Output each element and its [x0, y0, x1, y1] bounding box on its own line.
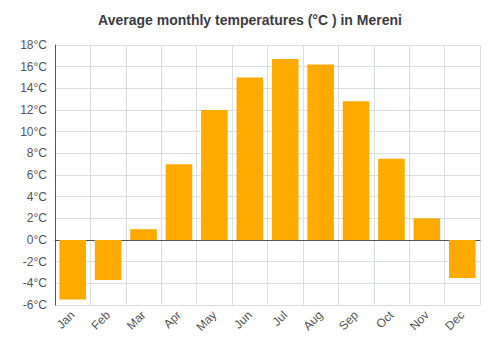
svg-text:Feb: Feb	[89, 308, 114, 333]
svg-text:-4°C: -4°C	[23, 276, 47, 290]
svg-text:12°C: 12°C	[20, 103, 47, 117]
svg-text:-2°C: -2°C	[23, 255, 47, 269]
svg-text:Jul: Jul	[269, 308, 290, 329]
svg-text:Mar: Mar	[124, 308, 149, 332]
svg-text:0°C: 0°C	[27, 233, 47, 247]
svg-text:Nov: Nov	[407, 308, 432, 333]
svg-text:Jun: Jun	[231, 308, 255, 332]
svg-text:Jan: Jan	[54, 308, 78, 332]
svg-text:4°C: 4°C	[27, 190, 47, 204]
svg-text:Sep: Sep	[336, 308, 361, 333]
svg-text:Dec: Dec	[442, 308, 467, 333]
svg-text:16°C: 16°C	[20, 60, 47, 74]
svg-text:May: May	[193, 308, 219, 334]
svg-text:2°C: 2°C	[27, 211, 47, 225]
svg-text:6°C: 6°C	[27, 168, 47, 182]
svg-text:18°C: 18°C	[20, 38, 47, 52]
svg-text:10°C: 10°C	[20, 125, 47, 139]
svg-text:Apr: Apr	[161, 308, 184, 331]
svg-text:Oct: Oct	[373, 308, 397, 332]
svg-text:14°C: 14°C	[20, 81, 47, 95]
svg-text:Average monthly temperatures (: Average monthly temperatures (°C ) in Me…	[98, 12, 402, 28]
svg-text:Aug: Aug	[301, 308, 326, 333]
svg-text:8°C: 8°C	[27, 146, 47, 160]
svg-text:-6°C: -6°C	[23, 298, 47, 312]
